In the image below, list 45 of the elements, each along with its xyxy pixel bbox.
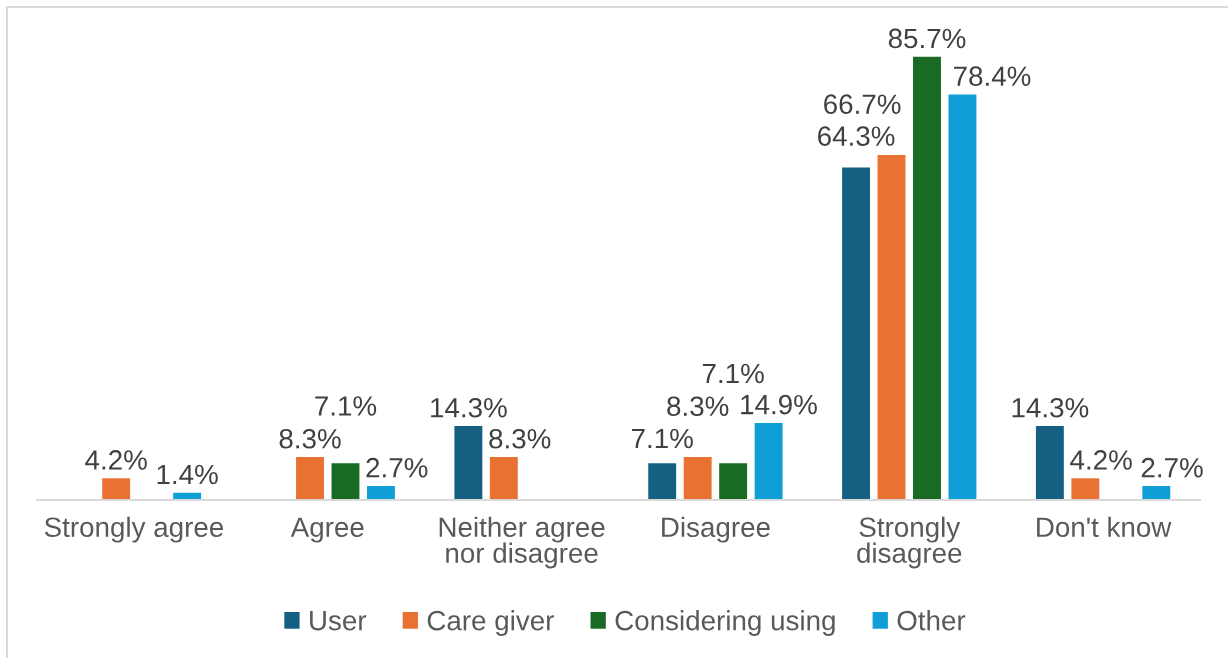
x-tick-label: Strongly agree — [44, 516, 224, 543]
legend-label: Care giver — [427, 610, 554, 636]
x-tick-label: Disagree — [662, 516, 770, 543]
data-label: 14.3% — [431, 397, 507, 418]
bar — [719, 463, 748, 500]
x-tick-label: Neither agree nor disagree — [439, 516, 605, 569]
bar — [754, 422, 783, 500]
bar — [877, 155, 906, 500]
data-label: 85.7% — [888, 28, 966, 49]
data-label: 4.2% — [1070, 450, 1132, 470]
data-label: 7.1% — [702, 363, 764, 384]
data-label: 8.3% — [279, 428, 341, 449]
legend-label: Other — [897, 610, 966, 631]
bar — [454, 426, 483, 500]
data-label: 78.4% — [954, 66, 1031, 87]
data-label: 2.7% — [1141, 457, 1203, 478]
bar — [1071, 478, 1100, 500]
legend-label: Considering using — [615, 610, 835, 636]
bar — [1142, 486, 1171, 500]
data-label: 14.3% — [1012, 397, 1089, 418]
data-label: 8.3% — [667, 396, 729, 417]
data-label: 8.3% — [489, 428, 551, 449]
bar — [296, 457, 324, 500]
data-label: 66.7% — [824, 94, 901, 115]
data-label: 7.1% — [631, 428, 693, 449]
data-label: 1.4% — [157, 464, 218, 485]
data-label: 7.1% — [315, 396, 377, 416]
bar — [842, 167, 870, 500]
bar — [948, 94, 977, 500]
bar — [913, 56, 941, 500]
data-label: 14.9% — [741, 394, 817, 415]
bar — [367, 486, 395, 500]
x-tick-label: Strongly disagree — [857, 516, 962, 569]
data-label: 64.3% — [818, 126, 895, 146]
bar — [331, 463, 360, 500]
bar — [648, 463, 677, 500]
bar — [489, 457, 518, 500]
legend-label: User — [310, 611, 367, 631]
bar — [683, 457, 712, 500]
bar — [1035, 426, 1064, 500]
bar — [102, 478, 131, 500]
data-label: 4.2% — [85, 450, 147, 470]
data-label: 2.7% — [366, 457, 428, 478]
x-tick-label: Don't know — [1037, 516, 1172, 538]
x-tick-label: Agree — [290, 517, 364, 543]
